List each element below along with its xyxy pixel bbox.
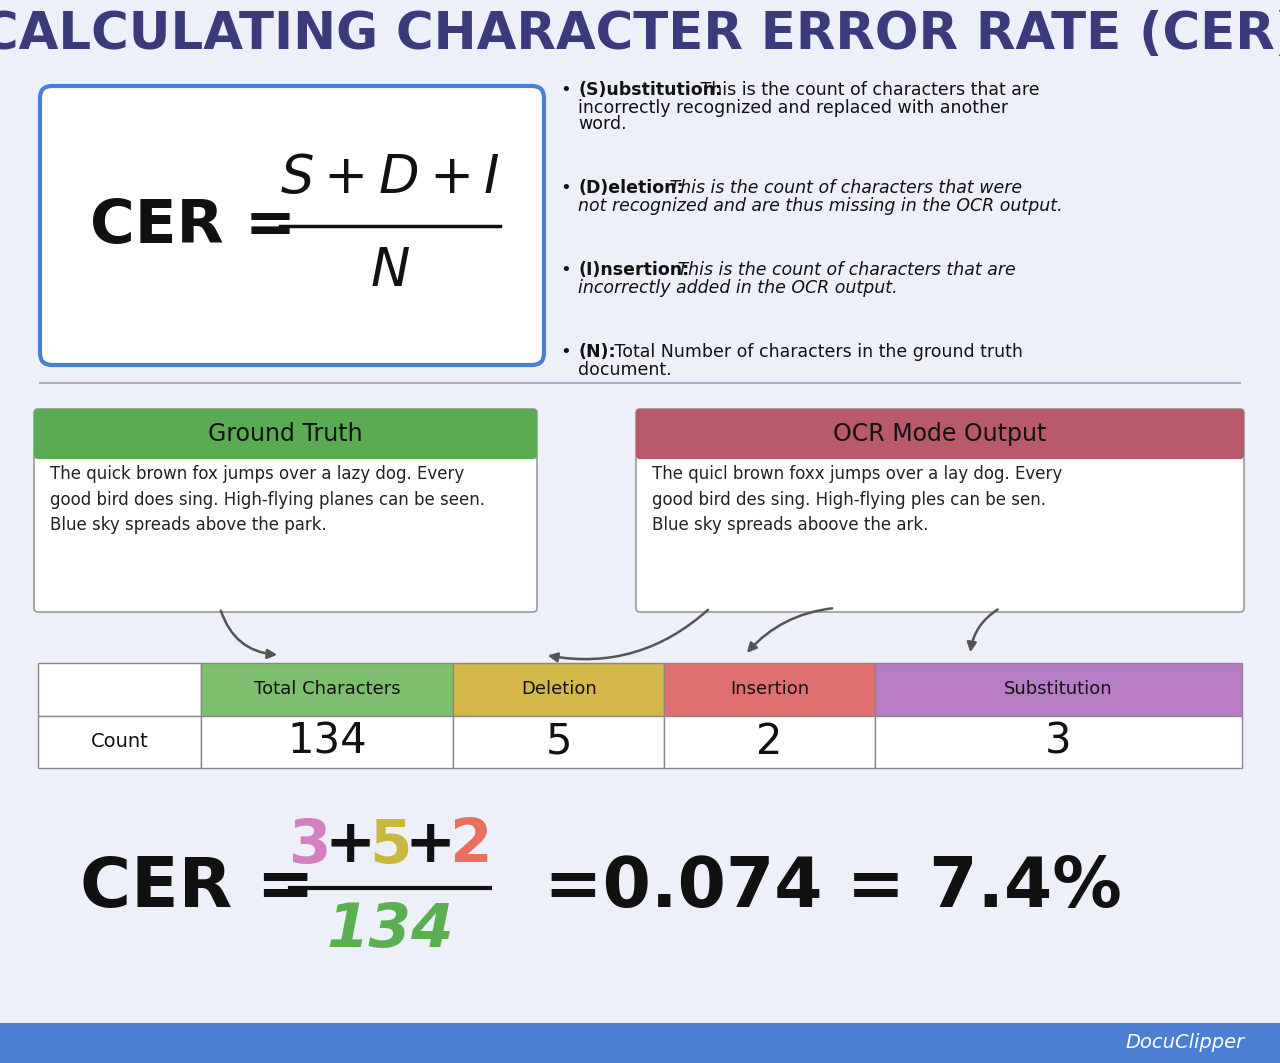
Text: •: • [561,261,571,279]
Text: Count: Count [91,732,148,752]
Bar [38,715,201,767]
Text: Total Characters: Total Characters [253,680,401,698]
Text: Deletion: Deletion [521,680,596,698]
Bar [453,715,664,767]
Bar [0,1023,1280,1063]
FancyBboxPatch shape [636,409,1244,459]
Bar [640,434,1240,455]
Bar [38,434,532,455]
Text: 3: 3 [1044,721,1071,763]
Bar [201,663,453,715]
Text: This is the count of characters that were: This is the count of characters that wer… [664,179,1021,197]
Bar [201,715,453,767]
Text: This is the count of characters that are: This is the count of characters that are [672,261,1015,279]
Text: Substitution: Substitution [1004,680,1112,698]
Text: 5: 5 [369,816,411,876]
Text: •: • [561,179,571,197]
FancyBboxPatch shape [636,409,1244,612]
Text: 134: 134 [287,721,367,763]
FancyBboxPatch shape [35,409,538,459]
Text: =0.074 = 7.4%: =0.074 = 7.4% [520,855,1121,922]
Bar [874,715,1242,767]
Text: (D)eletion:: (D)eletion: [579,179,684,197]
Text: •: • [561,343,571,361]
Bar [38,663,201,715]
Bar [664,663,874,715]
Text: (S)ubstitution:: (S)ubstitution: [579,81,722,99]
Text: 2: 2 [449,816,492,876]
Text: This is the count of characters that are: This is the count of characters that are [695,81,1039,99]
Bar [38,414,532,455]
Text: +: + [404,816,456,876]
Text: (I)nsertion:: (I)nsertion: [579,261,689,279]
FancyBboxPatch shape [40,86,544,365]
Text: 134: 134 [326,900,453,960]
Bar [453,663,664,715]
Text: CER =: CER = [90,197,296,255]
Text: Ground Truth: Ground Truth [209,422,362,446]
Bar [664,715,874,767]
Text: $\mathit{S + D + I}$: $\mathit{S + D + I}$ [280,152,500,204]
Text: incorrectly added in the OCR output.: incorrectly added in the OCR output. [579,279,897,297]
Bar [874,663,1242,715]
Text: 3: 3 [289,816,332,876]
Text: Insertion: Insertion [730,680,809,698]
Text: 2: 2 [756,721,782,763]
Text: 5: 5 [545,721,572,763]
Text: OCR Mode Output: OCR Mode Output [833,422,1047,446]
FancyBboxPatch shape [35,409,538,612]
Text: The quick brown fox jumps over a lazy dog. Every
good bird does sing. High-flyin: The quick brown fox jumps over a lazy do… [50,465,485,535]
Text: incorrectly recognized and replaced with another: incorrectly recognized and replaced with… [579,99,1009,117]
Text: document.: document. [579,361,672,379]
Text: (N):: (N): [579,343,616,361]
Text: not recognized and are thus missing in the OCR output.: not recognized and are thus missing in t… [579,197,1062,215]
Text: $\mathit{N}$: $\mathit{N}$ [370,244,410,297]
Text: The quicl brown foxx jumps over a la​y dog. Every
good bird d​es sing. High-flyi: The quicl brown foxx jumps over a la​y d… [652,465,1062,535]
Text: •: • [561,81,571,99]
Text: Total Number of characters in the ground truth: Total Number of characters in the ground… [609,343,1023,361]
Text: CALCULATING CHARACTER ERROR RATE (CER): CALCULATING CHARACTER ERROR RATE (CER) [0,10,1280,60]
Text: +: + [324,816,375,876]
Text: CER =: CER = [79,855,315,922]
Text: word.: word. [579,115,627,133]
Text: DocuClipper: DocuClipper [1126,1033,1245,1052]
